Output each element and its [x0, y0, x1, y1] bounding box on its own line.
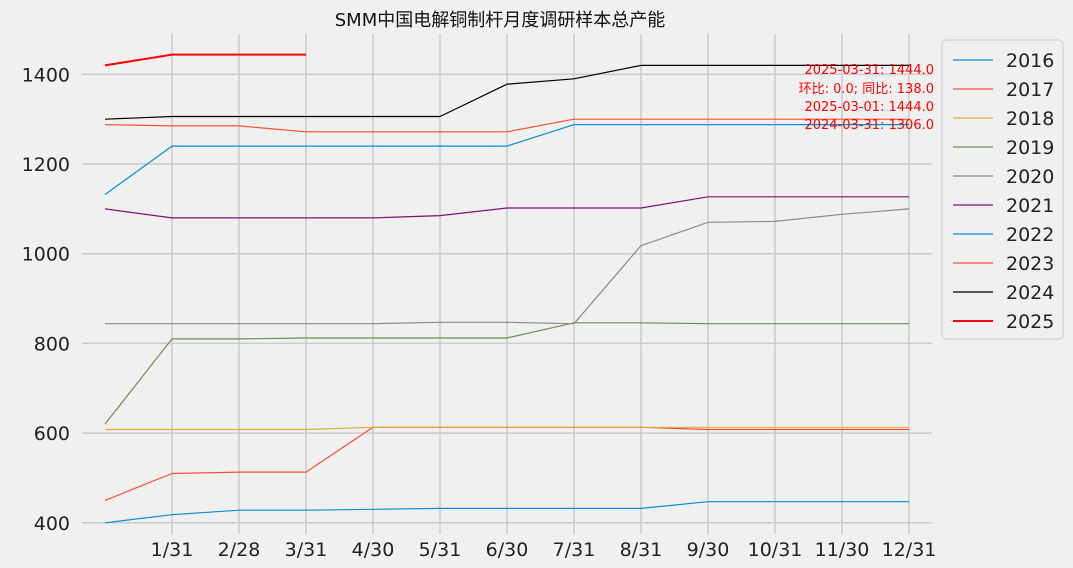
- x-tick-label: 12/31: [882, 539, 937, 561]
- x-tick-label: 10/31: [748, 539, 803, 561]
- x-tick-label: 8/31: [620, 539, 663, 561]
- x-tick-label: 3/31: [285, 539, 328, 561]
- series-line-2025: [104, 53, 306, 67]
- y-tick-label: 1400: [22, 64, 70, 86]
- x-tick-label: 5/31: [419, 539, 462, 561]
- y-tick-label: 1000: [22, 244, 70, 266]
- legend: 2016 2017 2018 2019 2020 2021 2022 2023 2024 2025: [941, 39, 1064, 340]
- x-tick-label: 11/30: [815, 539, 870, 561]
- legend-label-2020: 2020: [1006, 166, 1054, 188]
- y-axis-ticks: 400 600 800 1000 1200 1400: [22, 64, 70, 534]
- y-tick-label: 800: [34, 333, 70, 355]
- series-line-2023: [104, 118, 909, 133]
- x-tick-label: 9/30: [687, 539, 730, 561]
- legend-box: [941, 39, 1064, 340]
- series-line-2020: [105, 208, 910, 325]
- x-tick-label: 1/31: [151, 539, 194, 561]
- x-tick-label: 4/30: [352, 539, 395, 561]
- annotation-change: 环比: 0.0; 同比: 138.0: [799, 82, 934, 97]
- legend-label-2023: 2023: [1006, 253, 1054, 275]
- y-tick-label: 600: [34, 423, 70, 445]
- legend-label-2024: 2024: [1006, 282, 1054, 304]
- series-line-2024: [104, 64, 909, 120]
- series-line-2021: [104, 196, 909, 219]
- annotation-prev-year: 2024-03-31: 1306.0: [804, 118, 934, 133]
- chart-title: SMM中国电解铜制杆月度调研样本总产能: [335, 10, 666, 31]
- legend-label-2022: 2022: [1006, 224, 1054, 246]
- series-group: [104, 53, 910, 524]
- x-tick-label: 7/31: [553, 539, 596, 561]
- grid-lines: [82, 34, 932, 534]
- x-tick-label: 2/28: [218, 539, 261, 561]
- legend-label-2016: 2016: [1006, 50, 1054, 72]
- legend-label-2017: 2017: [1006, 79, 1054, 101]
- annotation-prev-month: 2025-03-01: 1444.0: [804, 100, 934, 115]
- legend-label-2018: 2018: [1006, 108, 1054, 130]
- annotation-latest: 2025-03-31: 1444.0: [804, 63, 934, 78]
- y-tick-label: 400: [34, 513, 70, 535]
- series-line-2022: [104, 123, 909, 195]
- x-tick-label: 6/30: [486, 539, 529, 561]
- y-tick-label: 1200: [22, 154, 70, 176]
- legend-label-2025: 2025: [1006, 311, 1054, 333]
- legend-label-2021: 2021: [1006, 195, 1054, 217]
- legend-label-2019: 2019: [1006, 137, 1054, 159]
- annotations: 2025-03-31: 1444.0 环比: 0.0; 同比: 138.0 20…: [799, 63, 934, 133]
- x-axis-ticks: 1/31 2/28 3/31 4/30 5/31 6/30 7/31 8/31 9/30 10/3…: [151, 539, 937, 561]
- series-line-2016: [104, 501, 909, 524]
- series-line-2019: [104, 322, 909, 425]
- series-line-2018: [105, 426, 909, 431]
